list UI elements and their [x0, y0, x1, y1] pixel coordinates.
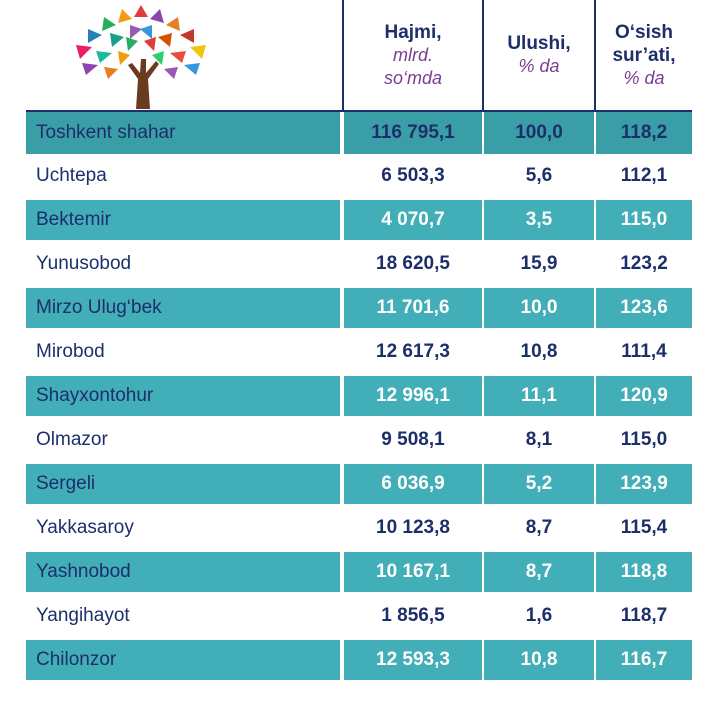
ulushi-value: 8,7	[484, 508, 594, 548]
hajmi-value: 9 508,1	[344, 420, 482, 460]
hajmi-title: Hajmi,	[384, 21, 442, 43]
osish-value: 118,8	[596, 552, 692, 592]
osish-unit: % da	[623, 67, 665, 88]
hajmi-value: 6 503,3	[344, 156, 482, 196]
district-name: Mirzo Ulug‘bek	[26, 288, 340, 328]
osish-title-2: sur’ati,	[612, 44, 676, 66]
ulushi-value: 15,9	[484, 244, 594, 284]
header-ulushi: Ulushi, % da	[484, 0, 594, 110]
header-divider	[482, 0, 484, 110]
osish-value: 123,6	[596, 288, 692, 328]
table-row: Sergeli 6 036,9 5,2 123,9	[26, 464, 692, 508]
header-divider	[594, 0, 596, 110]
district-name: Shayxontohur	[26, 376, 340, 416]
osish-value: 115,0	[596, 420, 692, 460]
ulushi-value: 11,1	[484, 376, 594, 416]
district-name: Chilonzor	[26, 640, 340, 680]
ulushi-value: 8,1	[484, 420, 594, 460]
district-name: Yunusobod	[26, 244, 340, 284]
district-name: Yashnobod	[26, 552, 340, 592]
osish-value: 115,0	[596, 200, 692, 240]
table-header: Hajmi, mlrd. so‘mda Ulushi, % da O‘sish …	[26, 0, 692, 112]
osish-value: 112,1	[596, 156, 692, 196]
tree-logo-icon	[76, 5, 206, 109]
table-row: Mirobod 12 617,3 10,8 111,4	[26, 332, 692, 376]
hajmi-value: 12 593,3	[344, 640, 482, 680]
ulushi-value: 10,8	[484, 332, 594, 372]
table-row: Mirzo Ulug‘bek 11 701,6 10,0 123,6	[26, 288, 692, 332]
ulushi-value: 100,0	[484, 112, 594, 154]
header-bottom-rule	[26, 110, 692, 112]
table-row: Yashnobod 10 167,1 8,7 118,8	[26, 552, 692, 596]
osish-title-1: O‘sish	[614, 21, 674, 43]
logo-cell	[26, 0, 342, 110]
district-name: Bektemir	[26, 200, 340, 240]
table-row: Chilonzor 12 593,3 10,8 116,7	[26, 640, 692, 684]
ulushi-value: 10,0	[484, 288, 594, 328]
header-divider	[342, 0, 344, 110]
table-row: Yakkasaroy 10 123,8 8,7 115,4	[26, 508, 692, 552]
ulushi-value: 5,2	[484, 464, 594, 504]
table-row: Bektemir 4 070,7 3,5 115,0	[26, 200, 692, 244]
ulushi-value: 3,5	[484, 200, 594, 240]
hajmi-value: 11 701,6	[344, 288, 482, 328]
ulushi-title: Ulushi,	[507, 33, 571, 54]
district-name: Mirobod	[26, 332, 340, 372]
osish-value: 116,7	[596, 640, 692, 680]
district-name: Olmazor	[26, 420, 340, 460]
table-row: Olmazor 9 508,1 8,1 115,0	[26, 420, 692, 464]
osish-value: 118,7	[596, 596, 692, 636]
ulushi-value: 5,6	[484, 156, 594, 196]
hajmi-value: 1 856,5	[344, 596, 482, 636]
ulushi-unit: % da	[518, 56, 560, 76]
district-name: Toshkent shahar	[26, 112, 340, 154]
ulushi-value: 8,7	[484, 552, 594, 592]
data-table: Hajmi, mlrd. so‘mda Ulushi, % da O‘sish …	[26, 0, 692, 680]
header-hajmi: Hajmi, mlrd. so‘mda	[344, 0, 482, 110]
hajmi-unit-2: so‘mda	[383, 67, 443, 88]
ulushi-value: 10,8	[484, 640, 594, 680]
hajmi-value: 10 123,8	[344, 508, 482, 548]
osish-value: 123,9	[596, 464, 692, 504]
osish-value: 111,4	[596, 332, 692, 372]
district-name: Yangihayot	[26, 596, 340, 636]
table-body: Toshkent shahar 116 795,1 100,0 118,2 Uc…	[26, 112, 692, 684]
district-name: Sergeli	[26, 464, 340, 504]
hajmi-value: 10 167,1	[344, 552, 482, 592]
table-row: Yangihayot 1 856,5 1,6 118,7	[26, 596, 692, 640]
osish-value: 115,4	[596, 508, 692, 548]
hajmi-value: 12 996,1	[344, 376, 482, 416]
osish-value: 120,9	[596, 376, 692, 416]
osish-value: 123,2	[596, 244, 692, 284]
table-row: Yunusobod 18 620,5 15,9 123,2	[26, 244, 692, 288]
hajmi-value: 12 617,3	[344, 332, 482, 372]
hajmi-unit-1: mlrd.	[393, 44, 433, 65]
hajmi-value: 18 620,5	[344, 244, 482, 284]
district-name: Yakkasaroy	[26, 508, 340, 548]
hajmi-value: 6 036,9	[344, 464, 482, 504]
ulushi-value: 1,6	[484, 596, 594, 636]
table-row: Toshkent shahar 116 795,1 100,0 118,2	[26, 112, 692, 156]
table-row: Uchtepa 6 503,3 5,6 112,1	[26, 156, 692, 200]
district-name: Uchtepa	[26, 156, 340, 196]
hajmi-value: 4 070,7	[344, 200, 482, 240]
hajmi-value: 116 795,1	[344, 112, 482, 154]
osish-value: 118,2	[596, 112, 692, 154]
table-row: Shayxontohur 12 996,1 11,1 120,9	[26, 376, 692, 420]
header-osish: O‘sish sur’ati, % da	[596, 0, 692, 110]
